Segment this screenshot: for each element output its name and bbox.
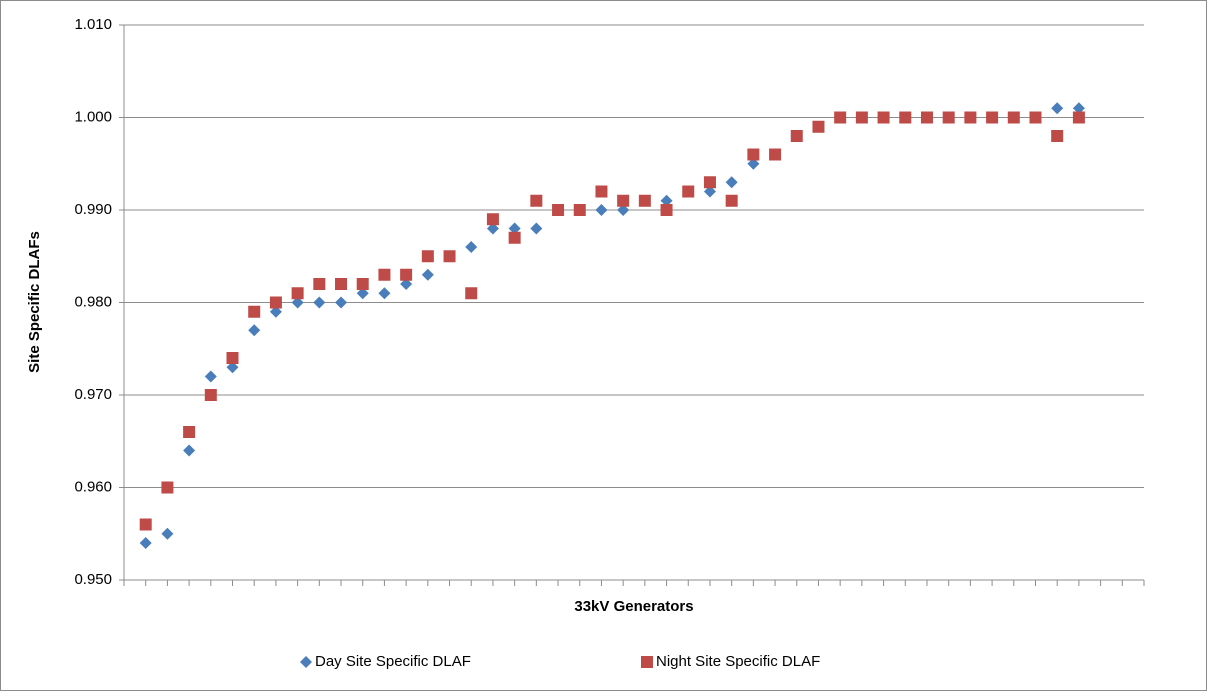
diamond-marker	[660, 194, 673, 207]
square-marker	[638, 194, 651, 207]
square-marker	[161, 481, 174, 494]
square-marker	[226, 352, 239, 364]
y-tick-label: 0.980	[74, 293, 112, 310]
square-marker	[986, 111, 999, 124]
square-marker	[812, 120, 825, 133]
square-marker	[964, 111, 977, 124]
y-tick-label: 1.010	[74, 16, 112, 33]
diamond-marker	[183, 444, 196, 457]
square-marker	[552, 204, 565, 216]
square-marker	[378, 268, 391, 281]
legend-label: Day Site Specific DLAF	[315, 653, 471, 670]
x-axis-title: 33kV Generators	[574, 598, 693, 615]
square-marker	[204, 389, 217, 401]
square-marker	[834, 111, 847, 124]
square-marker	[617, 194, 630, 207]
square-marker	[682, 185, 695, 198]
square-marker	[942, 111, 955, 124]
diamond-marker	[595, 204, 608, 216]
square-marker	[291, 287, 304, 300]
diamond-marker	[1072, 102, 1085, 115]
y-tick-label: 0.970	[74, 386, 112, 403]
square-marker	[747, 148, 760, 161]
diamond-marker	[530, 222, 543, 235]
square-marker	[920, 111, 933, 124]
square-marker	[486, 213, 499, 226]
square-marker	[269, 296, 282, 309]
diamond-marker	[139, 537, 152, 549]
square-marker	[183, 426, 196, 438]
diamond-marker	[486, 222, 499, 235]
square-marker	[139, 518, 152, 531]
y-tick-label: 0.960	[74, 478, 112, 495]
diamond-marker	[313, 296, 326, 309]
square-marker	[508, 231, 521, 244]
diamond-marker	[465, 241, 478, 253]
y-axis-title: Site Specific DLAFs	[26, 231, 43, 373]
diamond-marker	[204, 370, 217, 383]
square-marker	[703, 176, 716, 189]
diamond-marker	[335, 296, 348, 309]
square-marker	[790, 130, 803, 142]
square-marker	[356, 278, 369, 290]
square-marker	[877, 111, 890, 124]
diamond-marker	[725, 176, 738, 189]
y-tick-label: 1.000	[74, 108, 112, 125]
square-marker	[1072, 111, 1085, 124]
square-marker	[248, 305, 261, 318]
square-marker	[855, 111, 868, 124]
legend-label: Night Site Specific DLAF	[656, 653, 820, 670]
square-marker	[530, 194, 543, 207]
square-marker	[595, 185, 608, 198]
square-marker	[573, 204, 586, 216]
square-marker	[443, 250, 456, 263]
diamond-marker	[703, 185, 716, 198]
diamond-marker	[356, 287, 369, 300]
diamond-marker	[269, 305, 282, 318]
square-marker	[641, 656, 653, 668]
diamond-marker	[248, 324, 261, 337]
diamond-marker	[747, 157, 760, 170]
square-marker	[725, 194, 738, 207]
diamond-marker	[508, 222, 521, 235]
square-marker	[400, 268, 413, 281]
diamond-marker	[226, 361, 239, 374]
diamond-marker	[400, 278, 413, 290]
diamond-marker	[161, 527, 174, 540]
diamond-marker	[421, 268, 434, 281]
y-tick-label: 0.950	[74, 571, 112, 588]
square-marker	[660, 204, 673, 216]
square-marker	[1051, 130, 1064, 142]
square-marker	[1029, 111, 1042, 124]
square-marker	[899, 111, 912, 124]
diamond-marker	[617, 204, 630, 216]
y-tick-label: 0.990	[74, 201, 112, 218]
square-marker	[465, 287, 478, 300]
diamond-marker	[378, 287, 391, 300]
square-marker	[1007, 111, 1020, 124]
square-marker	[769, 148, 782, 161]
diamond-marker	[1051, 102, 1064, 115]
square-marker	[335, 278, 348, 290]
diamond-marker	[300, 656, 312, 668]
diamond-marker	[291, 296, 304, 309]
square-marker	[421, 250, 434, 263]
square-marker	[313, 278, 326, 290]
